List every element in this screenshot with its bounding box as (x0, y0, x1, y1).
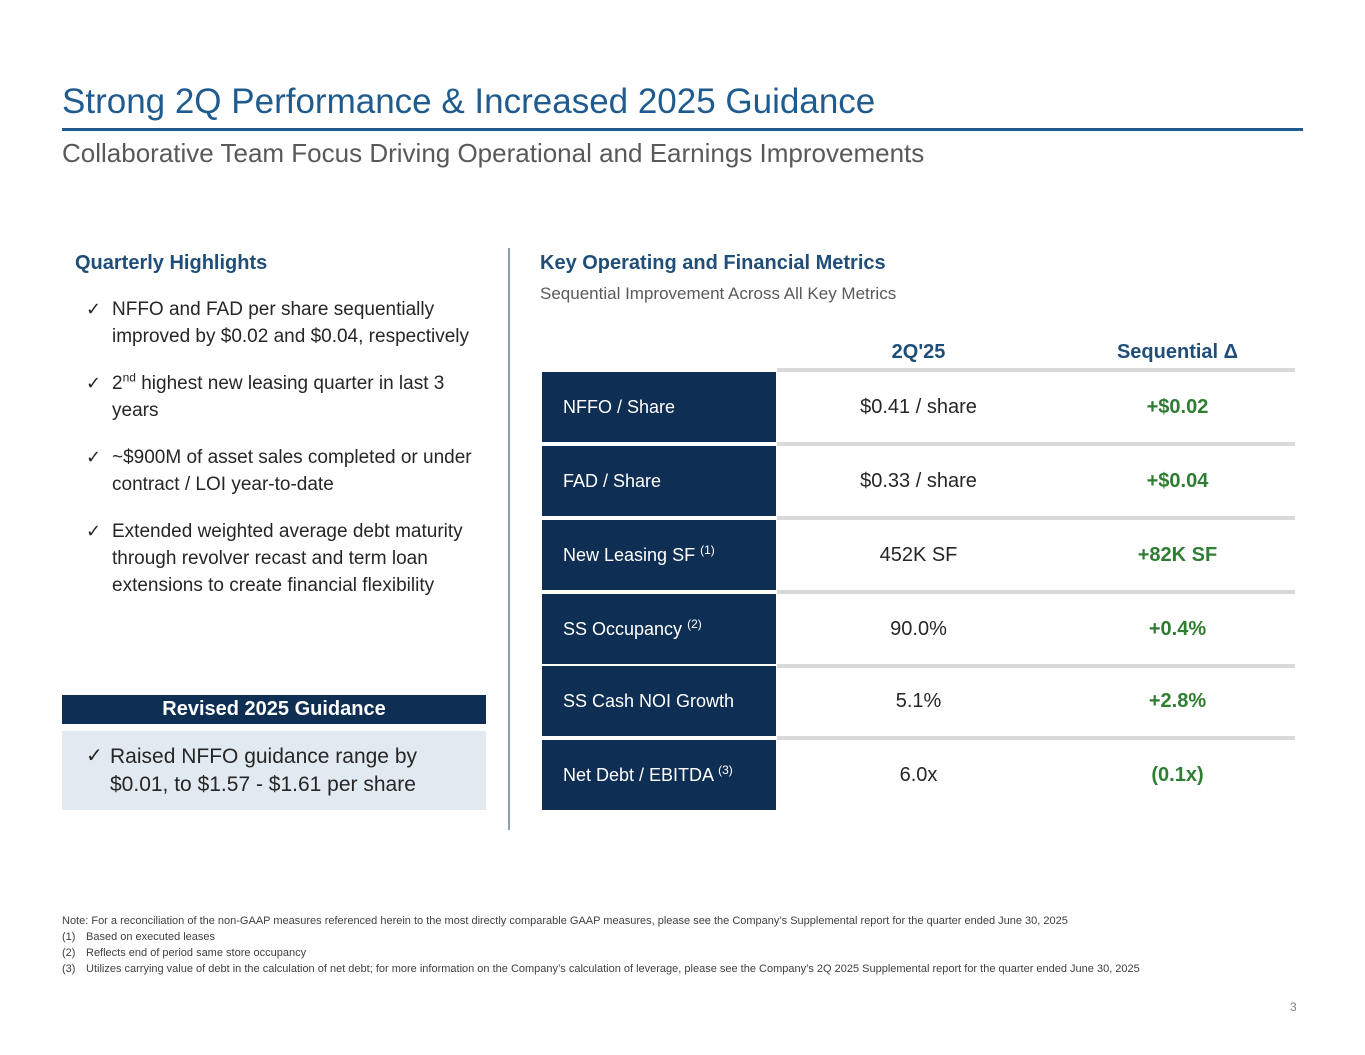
metrics-heading: Key Operating and Financial Metrics (540, 252, 886, 274)
column-header-value: 2Q'25 (891, 341, 946, 363)
row-rule (777, 516, 1295, 520)
row-rule (777, 664, 1295, 668)
checkmark-icon: ✓ (86, 373, 102, 393)
highlight-item: ✓ 2nd highest new leasing quarter in las… (86, 370, 486, 424)
row-rule (777, 442, 1295, 446)
checkmark-icon: ✓ (86, 745, 103, 767)
highlight-text: highest new leasing quarter in last 3 ye… (112, 373, 445, 421)
checkmark-icon: ✓ (86, 299, 102, 319)
metric-delta: +2.8% (1148, 690, 1207, 712)
highlight-text-number: 2 (112, 373, 123, 394)
highlights-heading: Quarterly Highlights (75, 252, 268, 274)
metric-label: SS Cash NOI Growth (542, 666, 776, 736)
highlight-item: ✓ NFFO and FAD per share sequentially im… (86, 296, 486, 350)
note-main: Note: For a reconciliation of the non-GA… (62, 915, 1068, 927)
metric-row-net-debt: Net Debt / EBITDA (3) 6.0x (0.1x) (542, 740, 1295, 810)
highlight-text: ~$900M of asset sales completed or under… (112, 447, 472, 495)
metric-value: $0.33 / share (860, 470, 977, 492)
footnote-1: (1) Based on executed leases (62, 931, 216, 943)
ordinal-suffix: nd (122, 370, 136, 385)
metric-row-fad: FAD / Share $0.33 / share +$0.04 (542, 446, 1295, 520)
highlight-item: ✓ ~$900M of asset sales completed or und… (86, 444, 486, 498)
metric-row-ss-occupancy: SS Occupancy (2) 90.0% +0.4% (542, 594, 1295, 668)
row-rule (777, 590, 1295, 594)
metric-value: 90.0% (890, 618, 947, 640)
metric-delta: (0.1x) (1151, 764, 1204, 786)
page-number: 3 (1290, 1000, 1297, 1014)
metric-label: SS Occupancy (2) (542, 594, 776, 664)
column-header-delta: Sequential Δ (1116, 341, 1239, 363)
metric-label: FAD / Share (542, 446, 776, 516)
metric-value: 5.1% (895, 690, 942, 712)
metric-delta: +$0.04 (1146, 470, 1209, 492)
highlights-list: ✓ NFFO and FAD per share sequentially im… (86, 296, 486, 619)
page-title: Strong 2Q Performance & Increased 2025 G… (62, 82, 876, 121)
metric-value: 452K SF (879, 544, 958, 566)
metric-value: 6.0x (899, 764, 938, 786)
metric-label: New Leasing SF (1) (542, 520, 776, 590)
metric-row-new-leasing: New Leasing SF (1) 452K SF +82K SF (542, 520, 1295, 594)
metric-delta: +0.4% (1148, 618, 1207, 640)
checkmark-icon: ✓ (86, 521, 102, 541)
metric-label: NFFO / Share (542, 372, 776, 442)
footnote-2: (2) Reflects end of period same store occ… (62, 947, 307, 959)
highlight-text: Extended weighted average debt maturity … (112, 521, 463, 596)
guidance-box: ✓ Raised NFFO guidance range by $0.01, t… (62, 731, 486, 810)
footnotes: Note: For a reconciliation of the non-GA… (62, 913, 1307, 977)
metric-value: $0.41 / share (860, 396, 977, 418)
metrics-subheading: Sequential Improvement Across All Key Me… (540, 284, 897, 303)
footnote-3: (3) Utilizes carrying value of debt in th… (62, 963, 1140, 975)
guidance-line-1: Raised NFFO guidance range by (110, 745, 417, 768)
metric-label: Net Debt / EBITDA (3) (542, 740, 776, 810)
checkmark-icon: ✓ (86, 447, 102, 467)
row-rule (777, 736, 1295, 740)
guidance-line-2: $0.01, to $1.57 - $1.61 per share (110, 773, 416, 796)
metric-row-ss-cash-noi: SS Cash NOI Growth 5.1% +2.8% (542, 666, 1295, 740)
highlight-item: ✓ Extended weighted average debt maturit… (86, 518, 486, 599)
guidance-heading: Revised 2025 Guidance (62, 695, 486, 724)
metric-row-nffo: NFFO / Share $0.41 / share +$0.02 (542, 372, 1295, 446)
highlight-text: NFFO and FAD per share sequentially impr… (112, 299, 469, 347)
page-subtitle: Collaborative Team Focus Driving Operati… (62, 138, 925, 168)
header-rule (777, 368, 1295, 372)
column-divider (508, 248, 510, 830)
metric-delta: +$0.02 (1146, 396, 1209, 418)
metric-delta: +82K SF (1137, 544, 1218, 566)
title-underline (62, 128, 1303, 131)
